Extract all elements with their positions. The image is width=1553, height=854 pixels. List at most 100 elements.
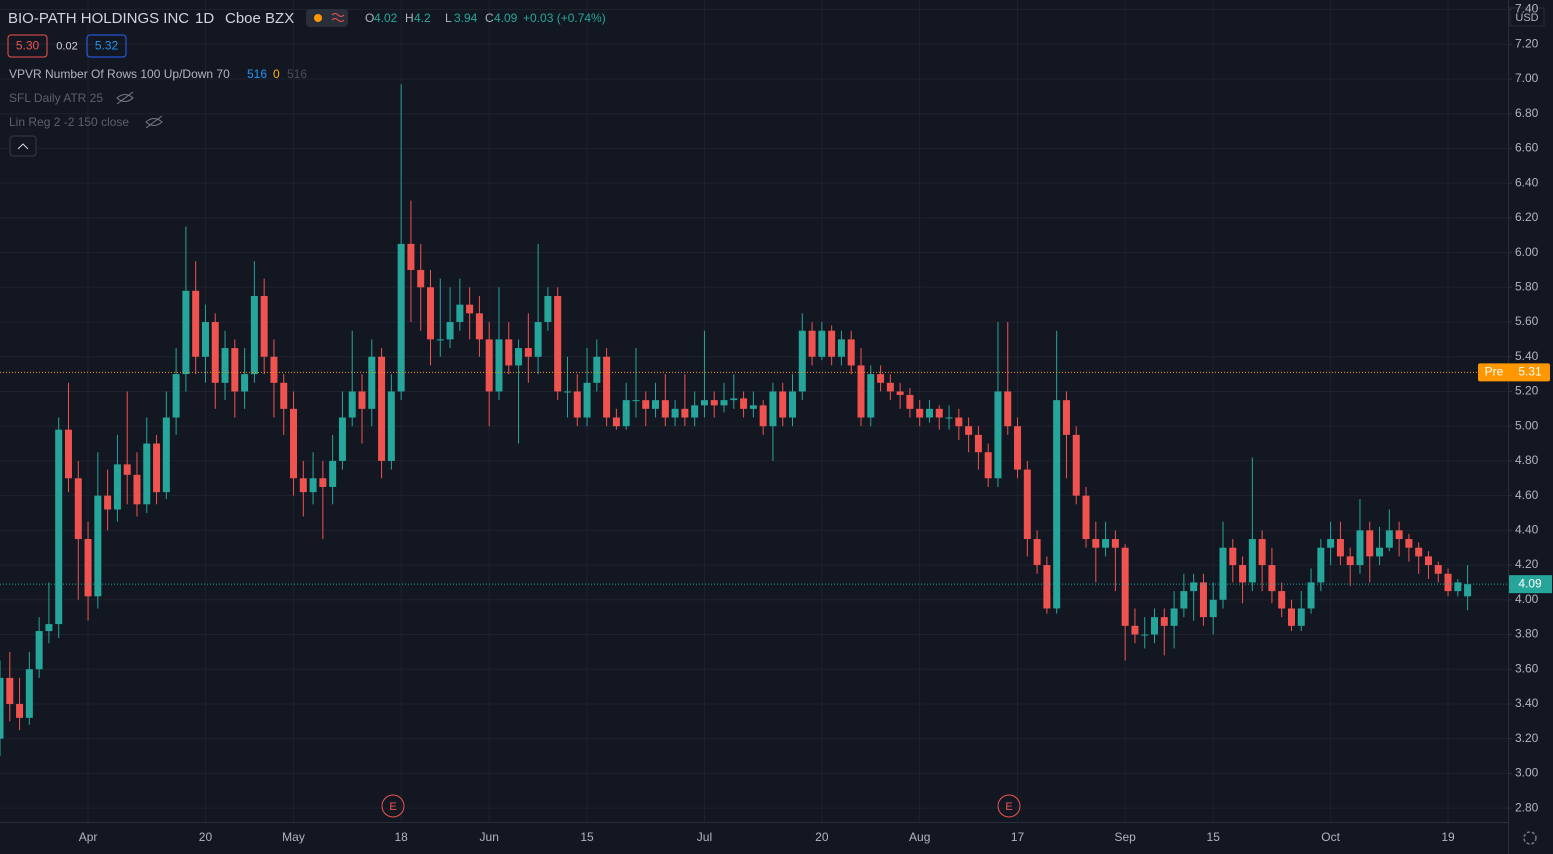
- candle-body: [515, 348, 523, 366]
- candle-body: [554, 295, 562, 392]
- candle-body: [691, 405, 699, 418]
- y-tick-label: 5.80: [1515, 279, 1539, 293]
- candle-body: [241, 374, 249, 392]
- ohlc-key: O: [365, 11, 374, 25]
- candle-body: [290, 408, 298, 479]
- y-tick-label: 3.80: [1515, 627, 1539, 641]
- candle-body: [877, 374, 885, 383]
- y-tick-label: 6.60: [1515, 141, 1539, 155]
- ohlc-key: C: [485, 11, 494, 25]
- candle-body: [593, 356, 601, 383]
- ohlc-value: 4.09: [494, 11, 518, 25]
- x-tick-label: Oct: [1321, 830, 1340, 844]
- y-tick-label: 4.60: [1515, 488, 1539, 502]
- indicator-name[interactable]: VPVR Number Of Rows 100 Up/Down 70: [9, 67, 230, 81]
- candle-body: [1395, 530, 1403, 540]
- candle-body: [1141, 634, 1149, 636]
- candle-body: [348, 391, 356, 418]
- candle-body: [1092, 539, 1100, 548]
- earnings-marker[interactable]: [997, 794, 1021, 818]
- candle-body: [1043, 565, 1051, 609]
- y-tick-label: 6.40: [1515, 175, 1539, 189]
- candle-body: [1160, 617, 1168, 626]
- candle-body: [1287, 608, 1295, 626]
- candle-body: [1248, 539, 1256, 583]
- bid-button[interactable]: [7, 34, 48, 58]
- interval[interactable]: 1D: [195, 10, 214, 27]
- candle-body: [1033, 539, 1041, 566]
- candle-body: [133, 474, 141, 505]
- hidden-eye-icon[interactable]: [116, 91, 134, 105]
- candle-body: [338, 417, 346, 461]
- symbol-title[interactable]: BIO-PATH HOLDINGS INC: [8, 10, 189, 27]
- wave-icon: [331, 13, 345, 22]
- y-tick-label: 6.00: [1515, 245, 1539, 259]
- candle-body: [818, 330, 826, 357]
- settings-icon[interactable]: [1523, 831, 1537, 845]
- candle-body: [1023, 469, 1031, 540]
- x-tick-label: 15: [1207, 830, 1221, 844]
- candle-body: [446, 322, 454, 340]
- y-tick-label: 5.60: [1515, 314, 1539, 328]
- x-tick-label: 15: [580, 830, 594, 844]
- ask-button[interactable]: [86, 34, 127, 58]
- y-tick-label: 3.60: [1515, 661, 1539, 675]
- candle-body: [0, 677, 4, 739]
- candle-body: [309, 478, 317, 493]
- y-tick-label: 3.20: [1515, 731, 1539, 745]
- indicator-name[interactable]: Lin Reg 2 -2 150 close: [9, 115, 129, 129]
- x-tick-label: Aug: [909, 830, 930, 844]
- candle-body: [828, 330, 836, 357]
- candle-body: [123, 464, 131, 475]
- candle-body: [710, 400, 718, 406]
- candle-body: [1111, 539, 1119, 548]
- y-tick-label: 3.00: [1515, 766, 1539, 780]
- candle-body: [534, 322, 542, 357]
- candle-body: [1464, 584, 1472, 597]
- indicator-name[interactable]: SFL Daily ATR 25: [9, 91, 103, 105]
- y-tick-label: 5.20: [1515, 384, 1539, 398]
- candle-body: [64, 429, 72, 479]
- candle-body: [1307, 582, 1315, 609]
- ohlc-key: H: [405, 11, 414, 25]
- ohlc-value: 3.94: [454, 11, 478, 25]
- candle-body: [1356, 530, 1364, 566]
- candle-body: [211, 322, 219, 383]
- x-tick-label: Apr: [79, 830, 98, 844]
- candle-body: [700, 400, 708, 406]
- y-tick-label: 5.00: [1515, 418, 1539, 432]
- candle-body: [280, 382, 288, 409]
- earnings-marker[interactable]: [381, 794, 405, 818]
- candle-body: [769, 391, 777, 427]
- currency-label: USD: [1515, 12, 1538, 24]
- candle-body: [906, 394, 914, 409]
- candle-body: [1434, 565, 1442, 574]
- candle-body: [299, 478, 307, 493]
- last-price-box: [1509, 575, 1552, 594]
- candle-body: [603, 356, 611, 418]
- candle-body: [808, 330, 816, 357]
- candle-body: [1229, 547, 1237, 566]
- overlay: [0, 371, 1508, 585]
- session-icons[interactable]: [306, 9, 348, 27]
- candle-body: [749, 405, 757, 409]
- indicator-value: 516: [287, 67, 307, 81]
- x-tick-label: 20: [199, 830, 213, 844]
- candle-body: [1346, 556, 1354, 566]
- candle-body: [583, 382, 591, 418]
- candle-body: [182, 290, 190, 375]
- candle-body: [329, 460, 337, 487]
- candle-body: [974, 434, 982, 453]
- candle-body: [319, 478, 327, 487]
- candle-body: [544, 295, 552, 323]
- candle-body: [759, 405, 767, 427]
- price-change: +0.03 (+0.74%): [523, 11, 606, 25]
- candle-body: [475, 313, 483, 340]
- collapse-button[interactable]: [9, 135, 37, 157]
- candle-body: [358, 391, 366, 409]
- candle-body: [632, 400, 640, 402]
- candle-body: [1053, 400, 1061, 609]
- candle-body: [84, 539, 92, 597]
- hidden-eye-icon[interactable]: [145, 115, 163, 129]
- y-tick-label: 3.40: [1515, 696, 1539, 710]
